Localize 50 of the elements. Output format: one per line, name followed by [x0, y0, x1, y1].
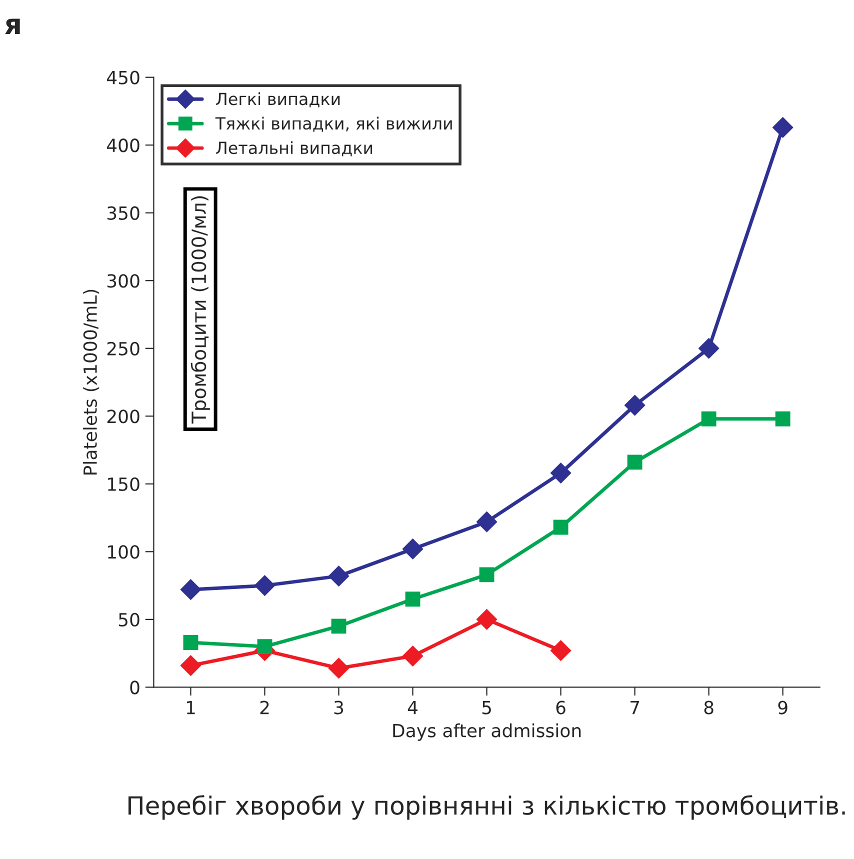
point	[180, 579, 202, 600]
x-tick-label: 9	[778, 700, 788, 714]
point	[550, 640, 572, 661]
point	[183, 635, 198, 650]
point	[180, 655, 202, 676]
point	[476, 609, 498, 630]
point	[698, 338, 720, 359]
point	[775, 411, 790, 426]
y-tick-label: 300	[107, 274, 140, 288]
y-tick-label: 50	[118, 612, 140, 627]
y-tick-label: 0	[130, 680, 140, 694]
x-tick-label: 5	[482, 700, 491, 714]
point	[328, 658, 350, 679]
y-axis-title: Platelets (x1000/mL)	[83, 290, 100, 474]
legend-label: Тяжкі випадки, які вижили	[215, 116, 452, 132]
x-tick-label: 3	[334, 700, 344, 714]
point	[476, 512, 498, 532]
point	[772, 117, 794, 138]
x-tick-label: 1	[186, 700, 195, 714]
point	[402, 538, 424, 560]
x-tick-label: 8	[704, 700, 714, 714]
text: Перебіг хвороби у порівнянні з кількістю тромбоцитів.	[128, 795, 845, 820]
point	[402, 646, 424, 666]
annotation: Тромбоцити (1000/мл)	[190, 196, 210, 424]
point	[479, 567, 494, 582]
point	[254, 575, 276, 596]
y-tick-label: 200	[107, 410, 140, 424]
point	[328, 566, 350, 586]
point	[331, 618, 346, 634]
x-tick-label: 2	[260, 700, 269, 714]
text: я	[5, 18, 20, 34]
point	[624, 394, 646, 416]
point	[257, 639, 272, 654]
x-tick-label: 4	[408, 700, 418, 714]
legend-label: Легкі випадки	[216, 92, 340, 108]
point	[405, 592, 420, 607]
legend-label: Летальні випадки	[216, 141, 372, 156]
y-tick-label: 250	[107, 342, 140, 356]
x-tick-label: 6	[556, 700, 566, 714]
x-tick-label: 7	[630, 700, 640, 714]
y-tick-label: 350	[107, 206, 140, 220]
point	[553, 520, 568, 535]
y-tick-label: 450	[106, 70, 140, 84]
x-axis-title: Days after admission	[393, 723, 581, 741]
y-tick-label: 100	[108, 545, 140, 559]
point	[701, 411, 716, 426]
point	[627, 454, 642, 470]
point	[550, 462, 572, 484]
y-tick-label: 400	[106, 138, 140, 152]
y-tick-label: 150	[108, 477, 140, 492]
